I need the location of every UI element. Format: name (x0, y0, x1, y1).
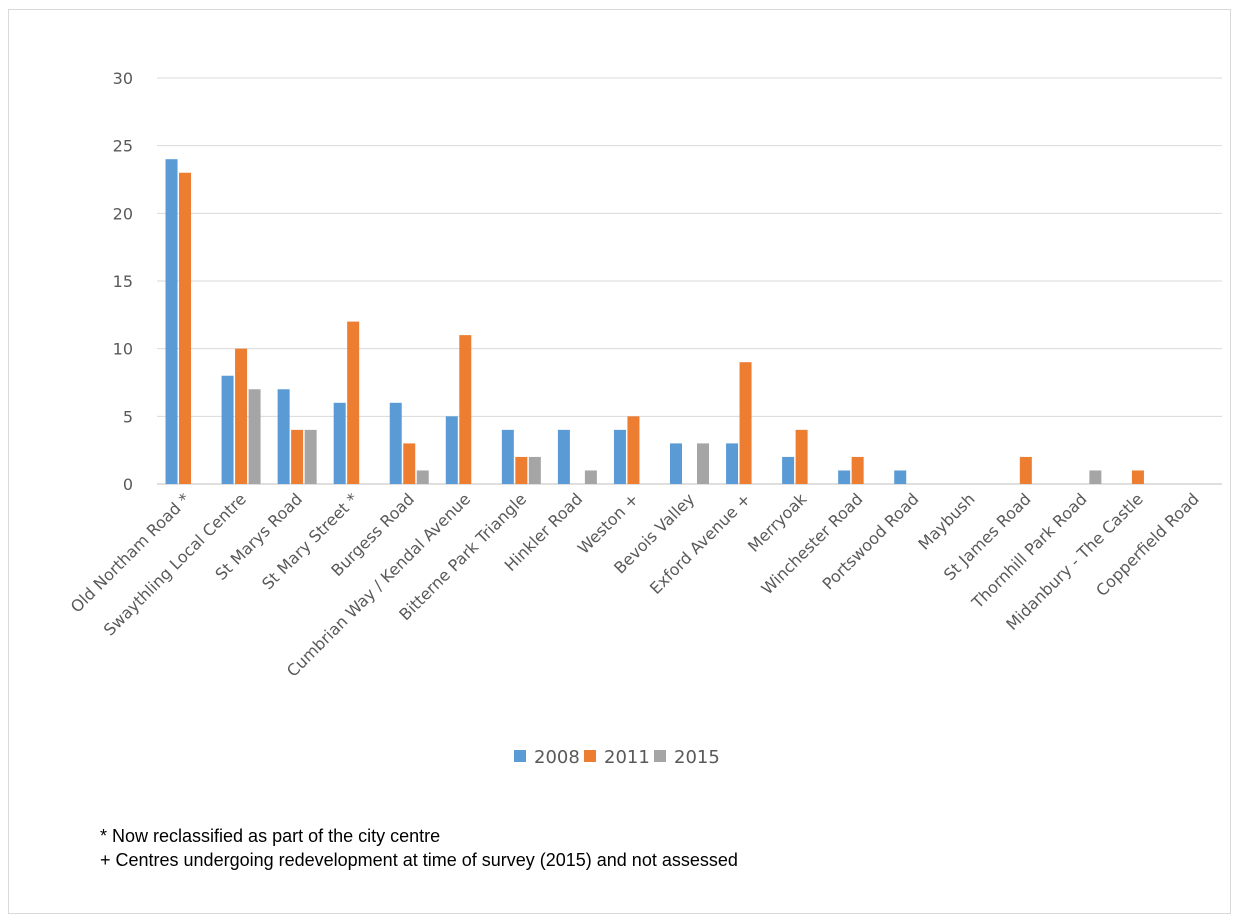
category-label: Exford Avenue + (646, 489, 755, 598)
footnote-redevelopment: + Centres undergoing redevelopment at ti… (100, 850, 738, 870)
bar-2011 (291, 429, 304, 484)
footnote-city-centre: * Now reclassified as part of the city c… (100, 826, 441, 846)
bar-2011 (851, 456, 864, 484)
bar-2011 (795, 429, 808, 484)
bar-2011 (459, 335, 472, 484)
category-label: Winchester Road (758, 489, 867, 598)
y-tick-label: 30 (113, 69, 133, 88)
bars (165, 159, 1144, 484)
bar-2011 (1131, 470, 1144, 484)
category-labels: Old Northam Road *Swaythling Local Centr… (67, 489, 1203, 681)
bar-2011 (739, 362, 752, 484)
legend-swatch-2015 (654, 750, 666, 762)
y-tick-label: 10 (113, 340, 133, 359)
bar-2011 (1019, 456, 1032, 484)
category-label: Copperfield Road (1092, 489, 1203, 600)
legend-swatch-2011 (584, 750, 596, 762)
bar-2008 (221, 375, 234, 484)
legend-label-2008: 2008 (534, 747, 580, 768)
bar-2008 (277, 389, 290, 484)
bar-2011 (347, 321, 360, 484)
bar-2011 (235, 348, 248, 484)
y-tick-label: 5 (123, 407, 133, 426)
legend-swatch-2008 (514, 750, 526, 762)
bar-2008 (894, 470, 907, 484)
bar-2008 (445, 416, 458, 484)
category-label: St Mary Street * (258, 489, 362, 593)
legend-label-2015: 2015 (674, 747, 720, 768)
bar-2008 (782, 456, 795, 484)
bar-2015 (528, 456, 541, 484)
bar-2008 (838, 470, 851, 484)
bar-2011 (179, 172, 192, 484)
bar-2011 (403, 443, 416, 484)
bar-2008 (670, 443, 682, 484)
bar-2015 (248, 389, 261, 484)
bar-2015 (584, 470, 597, 484)
bar-2015 (304, 429, 317, 484)
gridlines (157, 77, 1222, 485)
y-tick-label: 25 (113, 137, 133, 156)
y-tick-label: 0 (123, 475, 133, 494)
y-tick-label: 15 (113, 272, 133, 291)
bar-2008 (613, 429, 626, 484)
legend-label-2011: 2011 (604, 747, 650, 768)
bar-2015 (1089, 470, 1102, 484)
legend: 2008 2011 2015 (514, 747, 720, 768)
bar-2008 (165, 159, 178, 484)
bar-2008 (501, 429, 514, 484)
bar-2008 (726, 443, 739, 484)
bar-2011 (515, 456, 528, 484)
bar-2008 (557, 429, 570, 484)
y-tick-label: 20 (113, 204, 133, 223)
bar-2015 (697, 443, 709, 484)
category-label: Portswood Road (819, 489, 923, 593)
y-axis-ticks: 0 5 10 15 20 25 30 (113, 69, 133, 494)
bar-2008 (389, 402, 402, 484)
bar-2008 (333, 402, 346, 484)
bar-2011 (627, 416, 640, 484)
bar-2015 (416, 470, 429, 484)
